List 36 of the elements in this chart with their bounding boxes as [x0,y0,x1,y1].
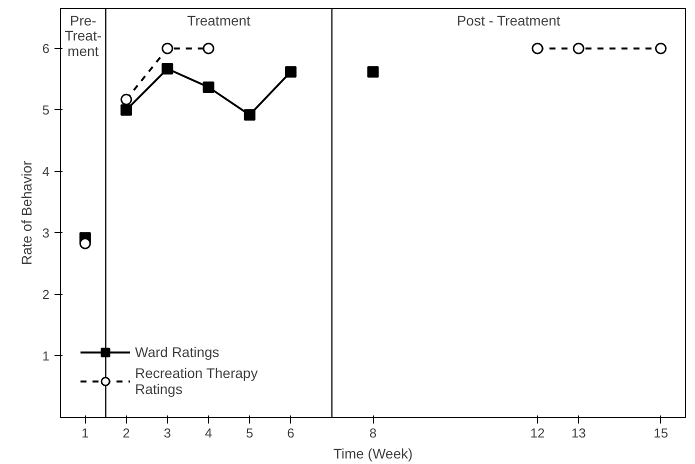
point [655,42,667,54]
point [120,94,132,106]
x-tick-label: 6 [287,426,294,440]
y-tick-label: 6 [42,40,50,56]
point [202,81,214,93]
y-tick-label: 5 [42,102,50,118]
point [79,238,91,250]
x-tick-label: 1 [82,426,89,440]
point [244,109,256,121]
annotation: Treatment [187,12,251,28]
point [120,104,132,116]
point [162,42,174,54]
legend-label: Recreation Therapy Ratings [135,365,258,397]
y-tick-label: 1 [42,348,50,364]
point [532,42,544,54]
x-tick-label: 3 [164,426,172,440]
x-tick-label: 4 [204,426,212,440]
x-tick-label: 2 [122,426,130,440]
point [162,63,174,75]
annotation: Post - Treatment [456,12,560,28]
x-tick-label: 12 [530,426,545,440]
x-tick-label: 13 [571,426,586,440]
point [202,42,214,54]
x-axis-title: Time (Week) [333,446,413,462]
annotation: Pre- Treat- ment [64,12,102,59]
point [285,66,297,78]
y-tick-label: 2 [42,286,50,302]
y-axis-title: Rate of Behavior [18,160,34,266]
legend-label: Ward Ratings [135,344,220,360]
x-tick-label: 8 [369,426,377,440]
y-tick-label: 3 [42,225,50,240]
y-tick-label: 4 [42,164,50,179]
x-tick-label: 5 [246,426,254,440]
x-tick-label: 15 [654,426,668,440]
point [572,42,584,54]
point [367,66,379,78]
